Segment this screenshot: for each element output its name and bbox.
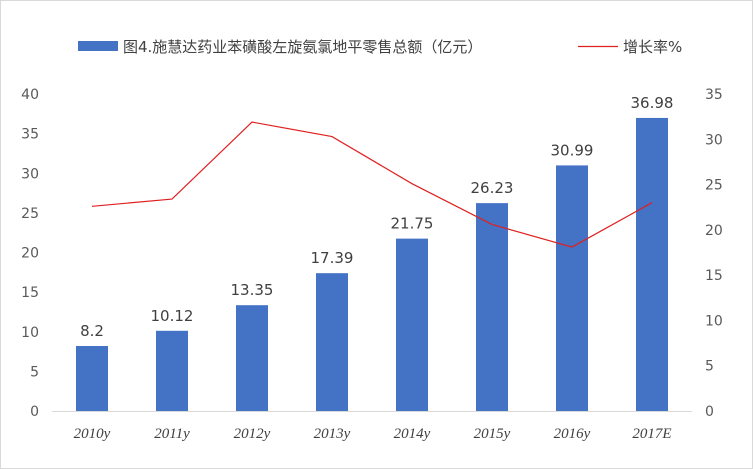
y-right-tick-label: 5 bbox=[705, 359, 714, 375]
bar-value-label: 13.35 bbox=[231, 281, 274, 299]
y-left-tick-label: 40 bbox=[21, 87, 39, 103]
x-axis: 2010y 2011y 2012y 2013y 2014y 2015y 2016y 2017E bbox=[74, 426, 672, 442]
bar-value-label: 26.23 bbox=[471, 179, 514, 197]
y-right-tick-label: 10 bbox=[705, 313, 723, 329]
bar-value-label: 8.2 bbox=[80, 322, 104, 340]
x-tick-label: 2012y bbox=[234, 426, 271, 442]
y-right-tick-label: 15 bbox=[705, 268, 723, 284]
bar-data-labels: 8.2 10.12 13.35 17.39 21.75 26.23 30.99 36.98 bbox=[80, 94, 673, 340]
x-tick-label: 2011y bbox=[154, 426, 190, 442]
bar-2015y bbox=[476, 203, 508, 411]
y-left-tick-label: 10 bbox=[21, 325, 39, 341]
bar-2014y bbox=[396, 238, 428, 411]
legend-bar-label: 图4.施慧达药业苯磺酸左旋氨氯地平零售总额（亿元） bbox=[123, 38, 482, 56]
bar-value-label: 21.75 bbox=[391, 215, 434, 233]
y-right-tick-label: 20 bbox=[705, 223, 723, 239]
bar-2012y bbox=[236, 305, 268, 411]
bar-value-label: 10.12 bbox=[151, 307, 194, 325]
y-left-tick-label: 30 bbox=[21, 166, 39, 182]
y-left-tick-label: 35 bbox=[21, 127, 39, 143]
x-tick-label: 2010y bbox=[74, 426, 111, 442]
x-tick-label: 2013y bbox=[314, 426, 351, 442]
bar-2010y bbox=[76, 346, 108, 411]
y-left-tick-label: 0 bbox=[30, 404, 39, 420]
legend-bar-swatch bbox=[78, 41, 118, 51]
y-left-tick-label: 5 bbox=[30, 364, 39, 380]
y-right-tick-label: 0 bbox=[705, 404, 714, 420]
y-right-tick-label: 25 bbox=[705, 178, 723, 194]
y-right-tick-label: 30 bbox=[705, 132, 723, 148]
y-right-tick-label: 35 bbox=[705, 87, 723, 103]
x-tick-label: 2015y bbox=[474, 426, 511, 442]
y-left-tick-label: 15 bbox=[21, 285, 39, 301]
y-left-tick-label: 25 bbox=[21, 206, 39, 222]
x-tick-label: 2016y bbox=[554, 426, 591, 442]
bar-value-label: 36.98 bbox=[631, 94, 674, 112]
bar-value-label: 30.99 bbox=[551, 141, 594, 159]
bar-2016y bbox=[556, 165, 588, 411]
y-axis-right: 0 5 10 15 20 25 30 35 bbox=[705, 87, 723, 420]
y-left-tick-label: 20 bbox=[21, 246, 39, 262]
bar-2011y bbox=[156, 330, 188, 411]
bar-value-label: 17.39 bbox=[311, 249, 354, 267]
growth-line bbox=[91, 121, 653, 248]
bar-series bbox=[76, 117, 668, 411]
growth-line-series bbox=[91, 121, 653, 248]
legend: 图4.施慧达药业苯磺酸左旋氨氯地平零售总额（亿元） 增长率% bbox=[78, 38, 682, 56]
legend-line-label: 增长率% bbox=[623, 38, 682, 56]
y-axis-left: 0 5 10 15 20 25 30 35 40 bbox=[21, 87, 39, 420]
x-tick-label: 2017E bbox=[632, 426, 671, 442]
bar-2013y bbox=[316, 273, 348, 411]
bar-2017E bbox=[636, 117, 668, 411]
x-tick-label: 2014y bbox=[394, 426, 431, 442]
